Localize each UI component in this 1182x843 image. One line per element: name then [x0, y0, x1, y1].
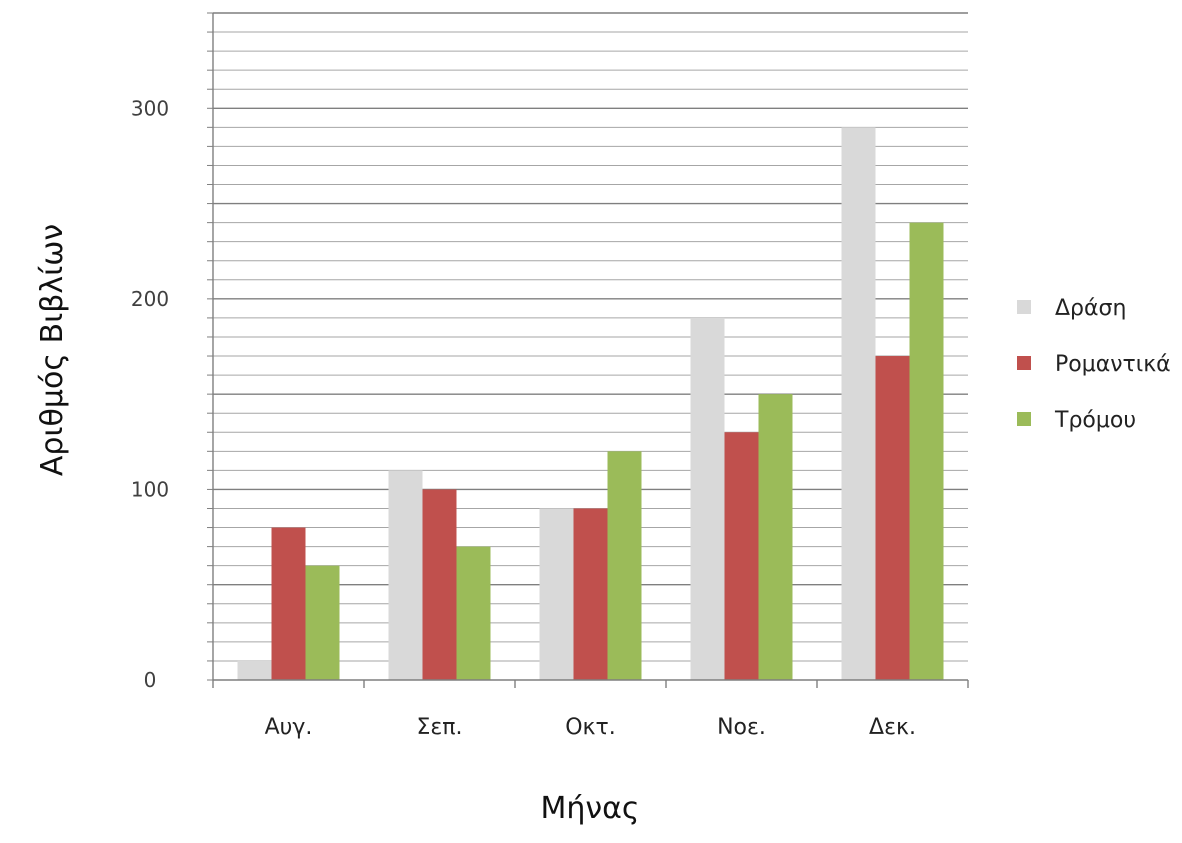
legend-swatch — [1017, 412, 1031, 426]
y-tick-label: 100 — [131, 477, 169, 501]
y-tick-label: 300 — [131, 96, 169, 120]
legend-label: Ρομαντικά — [1055, 352, 1171, 377]
bar — [724, 432, 759, 680]
x-category-label: Αυγ. — [265, 715, 313, 740]
y-axis-title: Αριθμός Βιβλίων — [35, 224, 70, 476]
legend-swatch — [1017, 300, 1031, 314]
y-tick-label: 200 — [131, 287, 169, 311]
bar — [841, 127, 876, 681]
x-category-label: Νοε. — [717, 715, 766, 740]
y-tick-labels: 0 100 200 300 — [131, 96, 169, 692]
bar — [539, 508, 574, 680]
bar — [909, 222, 944, 680]
legend: Δράση Ρομαντικά Τρόμου — [1017, 296, 1171, 433]
bar — [875, 356, 910, 680]
bar — [758, 394, 793, 680]
x-category-label: Δεκ. — [869, 715, 916, 740]
bar — [388, 470, 423, 680]
legend-label: Δράση — [1055, 296, 1126, 321]
x-category-label: Σεπ. — [416, 715, 462, 740]
axes — [207, 12, 969, 688]
x-axis-title: Μήνας — [540, 791, 639, 826]
x-category-label: Οκτ. — [565, 715, 616, 740]
bar — [271, 527, 306, 680]
legend-label: Τρόμου — [1054, 408, 1136, 433]
bar — [422, 489, 457, 680]
legend-swatch — [1017, 356, 1031, 370]
bar — [573, 508, 608, 680]
x-tick-labels: Αυγ. Σεπ. Οκτ. Νοε. Δεκ. — [265, 715, 916, 740]
bar — [305, 565, 340, 680]
y-tick-label: 0 — [144, 668, 157, 692]
bar — [690, 317, 725, 680]
bar — [607, 451, 642, 680]
bar — [456, 546, 491, 680]
bars — [237, 127, 944, 681]
bar — [237, 660, 272, 680]
